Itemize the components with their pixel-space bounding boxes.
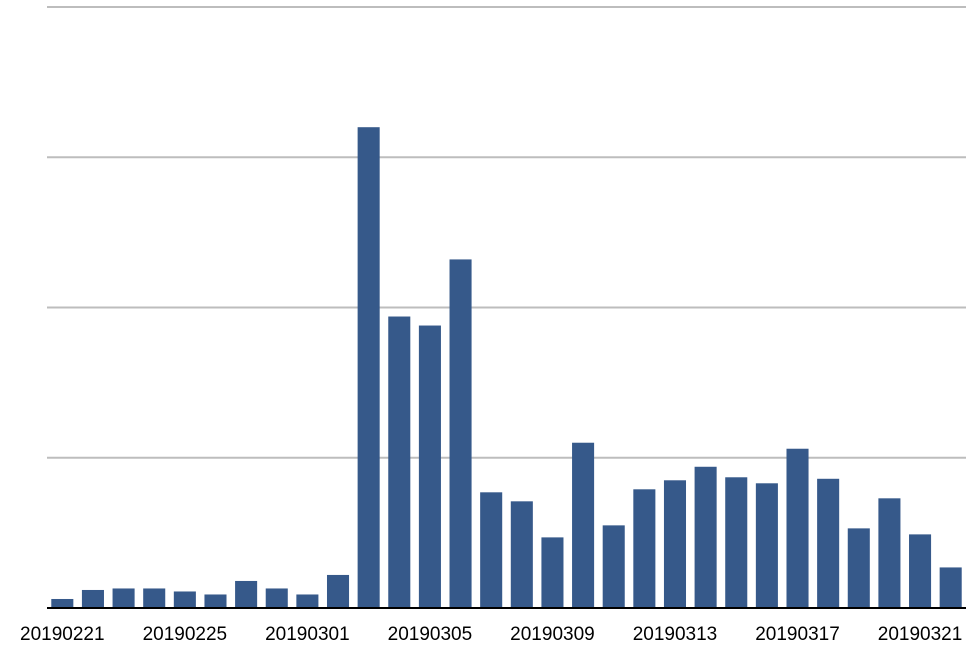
bar — [449, 259, 472, 608]
bar — [847, 528, 870, 608]
bar — [204, 594, 227, 608]
x-tick-label: 20190313 — [633, 624, 718, 645]
bar — [817, 478, 840, 608]
bar — [663, 480, 687, 608]
bar — [81, 589, 104, 608]
bar — [418, 325, 441, 608]
bar — [173, 591, 196, 608]
bar — [112, 588, 135, 608]
bar — [388, 316, 411, 608]
bar — [755, 483, 778, 608]
bar — [878, 498, 901, 608]
bar — [602, 525, 625, 608]
bar — [265, 588, 288, 608]
bar — [235, 580, 258, 608]
x-tick-label: 20190309 — [510, 624, 595, 645]
bar — [541, 537, 564, 608]
bar — [786, 448, 809, 608]
bar — [725, 477, 748, 608]
x-tick-label: 20190321 — [878, 624, 963, 645]
x-tick-label: 20190225 — [143, 624, 228, 645]
x-tick-label: 20190301 — [265, 624, 350, 645]
bar — [633, 489, 656, 608]
bar — [143, 588, 166, 608]
bar — [326, 574, 350, 608]
bar — [296, 594, 319, 608]
x-tick-label: 20190305 — [388, 624, 473, 645]
bar — [51, 598, 74, 608]
x-tick-label: 20190221 — [20, 624, 105, 645]
bar — [357, 127, 380, 608]
bar — [939, 567, 962, 608]
bar — [510, 501, 533, 608]
bar — [572, 442, 595, 608]
x-tick-label: 20190317 — [755, 624, 840, 645]
bar — [694, 466, 717, 608]
bar — [909, 534, 932, 608]
bar — [480, 492, 503, 608]
